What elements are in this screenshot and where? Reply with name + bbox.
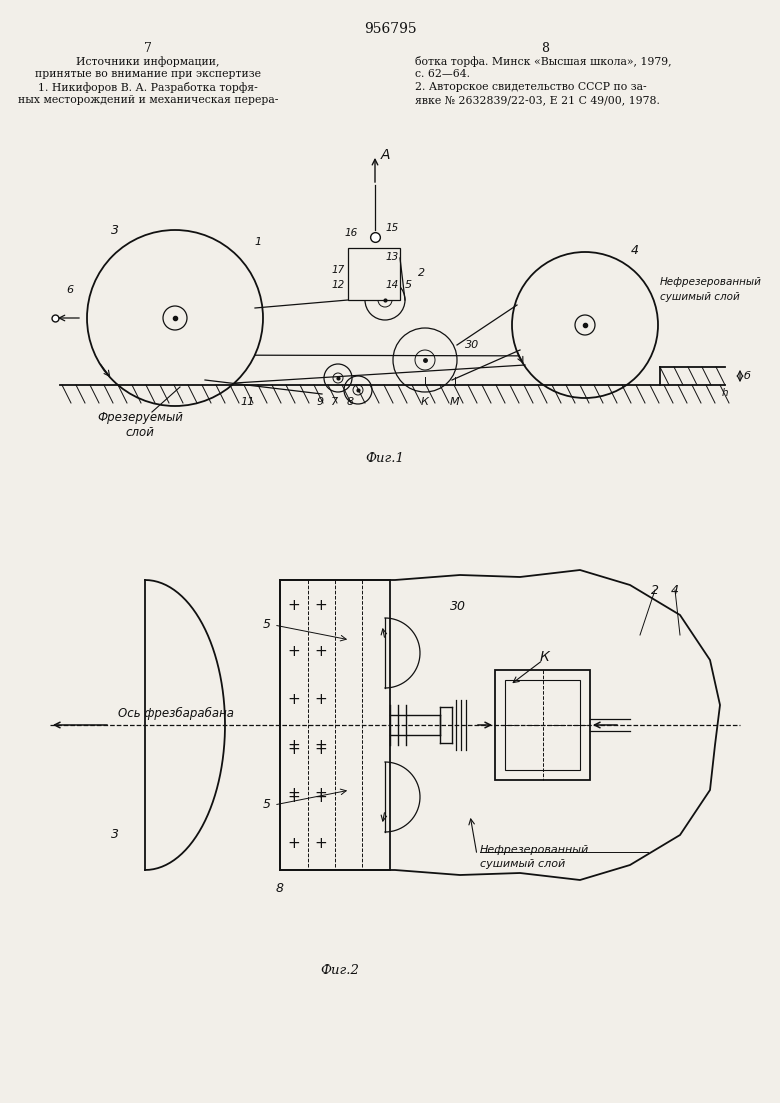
Text: ных месторождений и механическая перера-: ных месторождений и механическая перера- [18, 95, 278, 105]
Bar [348, 248, 400, 300]
Text: ботка торфа. Минск «Высшая школа», 1979,: ботка торфа. Минск «Высшая школа», 1979, [415, 56, 672, 67]
Text: К: К [421, 397, 429, 407]
Text: 5: 5 [263, 619, 271, 632]
Text: 12: 12 [332, 280, 345, 290]
Text: принятые во внимание при экспертизе: принятые во внимание при экспертизе [35, 69, 261, 79]
Text: 8: 8 [276, 881, 284, 895]
Text: +: + [314, 785, 328, 801]
Bar [495, 670, 590, 780]
Text: Фрезеруемый: Фрезеруемый [97, 411, 183, 425]
Text: б: б [744, 371, 751, 381]
Bar [280, 580, 390, 870]
Text: +: + [314, 598, 328, 612]
Text: 8: 8 [346, 397, 353, 407]
Text: 3: 3 [111, 828, 119, 842]
Bar [505, 681, 580, 770]
Text: +: + [288, 644, 300, 660]
Text: +: + [314, 742, 328, 758]
Text: М: М [450, 397, 460, 407]
Text: явке № 2632839/22-03, Е 21 С 49/00, 1978.: явке № 2632839/22-03, Е 21 С 49/00, 1978… [415, 95, 660, 105]
Text: 3: 3 [111, 224, 119, 236]
Text: 7: 7 [332, 397, 339, 407]
Text: 11: 11 [241, 397, 255, 407]
Text: +: + [288, 785, 300, 801]
Text: 956795: 956795 [363, 22, 417, 36]
Text: 2. Авторское свидетельство СССР по за-: 2. Авторское свидетельство СССР по за- [415, 82, 647, 92]
Text: 16: 16 [345, 228, 358, 238]
Text: 6: 6 [66, 285, 73, 295]
Text: 15: 15 [385, 223, 399, 233]
Text: Нефрезерованный: Нефрезерованный [660, 277, 762, 287]
Text: А: А [381, 148, 391, 162]
Text: 8: 8 [541, 42, 549, 55]
Text: 5: 5 [405, 280, 412, 290]
Text: 13: 13 [385, 251, 399, 263]
Text: Фиг.2: Фиг.2 [321, 964, 360, 976]
Text: +: + [314, 644, 328, 660]
Text: сушимый слой: сушимый слой [660, 292, 739, 302]
Text: Фиг.1: Фиг.1 [366, 451, 405, 464]
Text: 2: 2 [418, 268, 425, 278]
Text: 17: 17 [332, 265, 345, 275]
Text: 9: 9 [317, 397, 324, 407]
Text: +: + [288, 742, 300, 758]
Text: 7: 7 [144, 42, 152, 55]
Text: +: + [314, 836, 328, 852]
Text: 1. Никифоров В. А. Разработка торфя-: 1. Никифоров В. А. Разработка торфя- [38, 82, 258, 93]
Text: 5: 5 [263, 799, 271, 812]
Text: Ось фрезбарабана: Ось фрезбарабана [118, 706, 234, 719]
Text: +: + [288, 692, 300, 707]
Text: 1: 1 [254, 237, 261, 247]
Text: 4: 4 [631, 244, 639, 257]
Text: с. 62—64.: с. 62—64. [415, 69, 470, 79]
Text: 30: 30 [450, 600, 466, 613]
Text: +: + [288, 836, 300, 852]
Text: 4: 4 [671, 583, 679, 597]
Text: сушимый слой: сушимый слой [480, 859, 566, 869]
Text: 30: 30 [465, 340, 479, 350]
Text: +: + [288, 790, 300, 804]
Text: h: h [722, 388, 729, 398]
Text: 14: 14 [385, 280, 399, 290]
Text: слой: слой [126, 426, 154, 439]
Text: +: + [288, 739, 300, 753]
Text: +: + [314, 692, 328, 707]
Text: К: К [540, 650, 550, 664]
Text: +: + [314, 739, 328, 753]
Text: 2: 2 [651, 583, 659, 597]
Text: Нефрезерованный: Нефрезерованный [480, 845, 589, 855]
Text: Источники информации,: Источники информации, [76, 56, 220, 67]
Text: +: + [288, 598, 300, 612]
Text: +: + [314, 790, 328, 804]
